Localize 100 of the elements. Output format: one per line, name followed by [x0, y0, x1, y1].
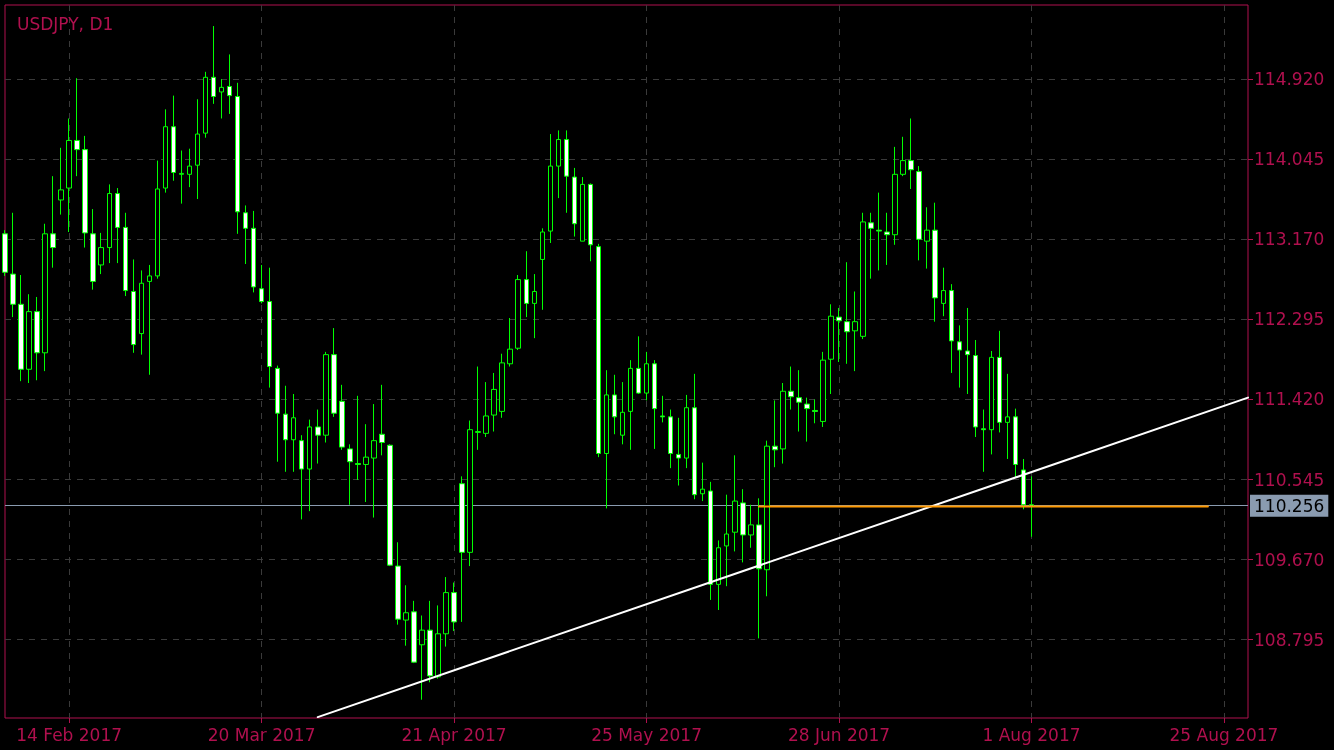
- y-tick-label: 108.795: [1254, 629, 1325, 650]
- candlestick: [395, 541, 401, 626]
- candlestick: [211, 25, 216, 105]
- candlestick: [34, 296, 40, 381]
- candlestick: [989, 350, 994, 455]
- x-tick-label: 20 Mar 2017: [207, 724, 316, 745]
- candlestick: [884, 212, 890, 266]
- y-tick-label: 109.670: [1254, 549, 1325, 570]
- candlestick: [115, 187, 120, 264]
- candlestick: [973, 339, 978, 438]
- x-tick-label: 25 May 2017: [591, 724, 702, 745]
- y-tick-label: 110.545: [1254, 469, 1325, 490]
- candlestick: [507, 317, 513, 368]
- candlestick: [66, 117, 72, 233]
- candlestick: [764, 440, 770, 597]
- candlestick: [548, 133, 553, 244]
- candlestick: [932, 202, 938, 323]
- candlestick: [916, 165, 922, 261]
- candlestick: [644, 351, 649, 401]
- candlestick: [716, 539, 721, 611]
- candlestick: [299, 434, 304, 520]
- candlestick: [515, 274, 521, 351]
- x-tick-label: 1 Aug 2017: [982, 724, 1081, 745]
- candlestick: [724, 494, 729, 587]
- candlestick: [1021, 458, 1026, 510]
- candlestick: [491, 372, 497, 433]
- candlestick: [251, 210, 256, 293]
- candlestick: [131, 258, 136, 354]
- x-tick-label: 21 Apr 2017: [401, 724, 507, 745]
- candlestick: [339, 384, 345, 451]
- candlestick: [997, 330, 1002, 433]
- candlestick: [908, 117, 914, 190]
- candlestick: [572, 167, 577, 238]
- candlestick: [50, 175, 56, 269]
- y-tick-label: 114.045: [1254, 149, 1325, 170]
- candlestick: [163, 108, 168, 194]
- candlestick: [307, 419, 312, 512]
- candlestick: [924, 206, 930, 270]
- candlestick: [267, 267, 272, 389]
- candlestick: [283, 385, 288, 473]
- candlestick: [892, 146, 898, 246]
- candlestick: [564, 129, 569, 214]
- candlestick: [26, 293, 32, 384]
- candlestick: [692, 373, 697, 500]
- candlestick: [580, 176, 585, 242]
- candlestick: [155, 160, 160, 280]
- candlestick: [804, 397, 810, 443]
- candlestick: [90, 208, 96, 291]
- y-tick-label: 114.920: [1254, 69, 1325, 90]
- candlestick: [235, 82, 240, 235]
- candlestick: [323, 351, 329, 443]
- candlestick: [1029, 475, 1034, 538]
- candlestick: [852, 290, 858, 372]
- candlestick: [475, 366, 481, 451]
- candlestick: [363, 423, 369, 503]
- candlestick: [291, 393, 296, 473]
- candlestick: [243, 204, 248, 265]
- candlestick: [187, 148, 192, 188]
- candlestick: [748, 504, 754, 549]
- x-tick-label: 14 Feb 2017: [16, 724, 123, 745]
- candlestick: [74, 77, 80, 177]
- candlestick: [499, 353, 505, 419]
- candlestick: [18, 274, 24, 382]
- candlestick: [467, 420, 473, 567]
- candlestick: [443, 576, 449, 648]
- candlestick: [203, 71, 208, 139]
- candlestick: [107, 183, 112, 264]
- candlestick: [949, 283, 954, 374]
- candlestick: [347, 443, 353, 506]
- candlestick: [451, 582, 457, 632]
- candlestick: [331, 327, 337, 418]
- candlestick: [275, 365, 280, 463]
- candlestick: [612, 374, 617, 435]
- candlestick: [957, 324, 962, 389]
- candlestick: [227, 53, 232, 115]
- candlestick: [219, 78, 224, 119]
- candlestick: [876, 192, 882, 271]
- candlestick: [540, 227, 545, 311]
- candlestick: [828, 303, 834, 395]
- candlestick: [965, 307, 970, 395]
- ref-line-label: 110.256: [1254, 495, 1325, 516]
- candlestick: [1013, 408, 1018, 478]
- candlestick: [532, 273, 537, 339]
- candlestick: [684, 394, 689, 469]
- candlestick: [941, 267, 946, 317]
- candlestick: [981, 409, 986, 473]
- candlestick: [179, 150, 184, 205]
- candlestick: [812, 398, 818, 424]
- text: USDJPY, D1: [17, 13, 114, 34]
- candlestick: [844, 261, 850, 365]
- candlestick: [147, 264, 152, 376]
- candlestick: [676, 417, 681, 487]
- candlestick: [708, 481, 713, 601]
- candlestick: [652, 359, 657, 450]
- candlestick: [732, 454, 738, 552]
- candlestick: [42, 223, 48, 372]
- candlestick: [788, 366, 794, 411]
- candlestick: [315, 409, 321, 465]
- candlestick: [756, 497, 762, 639]
- candlestick: [435, 604, 441, 680]
